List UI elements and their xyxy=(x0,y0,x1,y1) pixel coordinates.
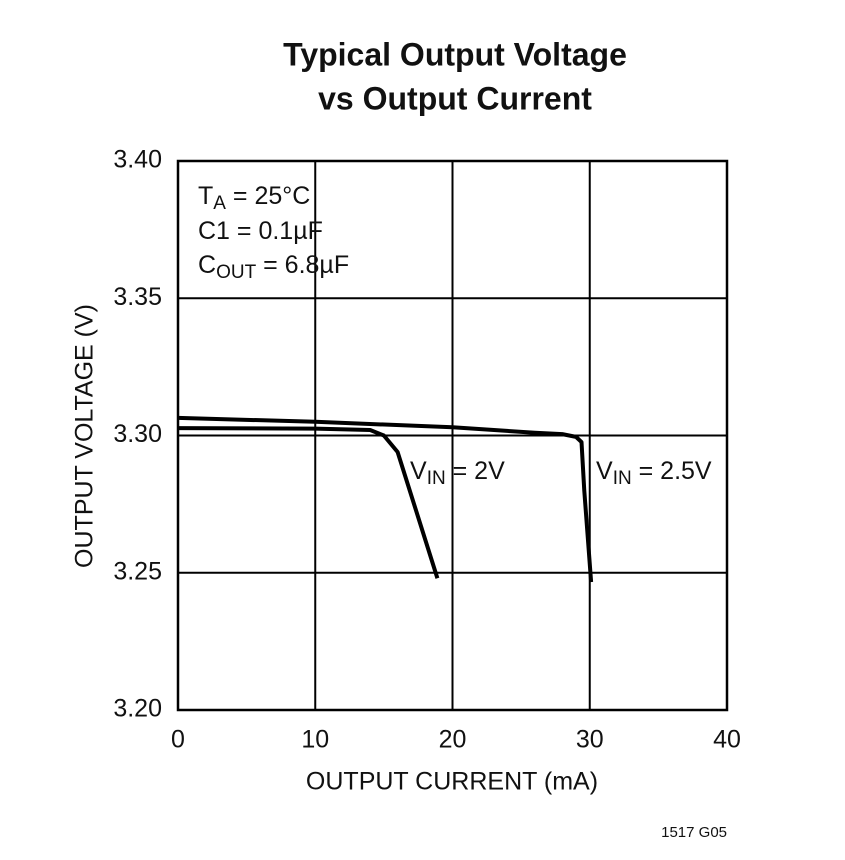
series-label-part: = 2.5V xyxy=(632,457,712,485)
y-tick-label: 3.35 xyxy=(113,283,162,311)
annotation: C1 = 0.1µF xyxy=(198,217,323,245)
footnote: 1517 G05 xyxy=(661,824,727,841)
chart-title: vs Output Current xyxy=(318,80,592,116)
chart-title: Typical Output Voltage xyxy=(283,36,627,72)
y-axis-label: OUTPUT VOLTAGE (V) xyxy=(71,304,99,568)
x-tick-label: 0 xyxy=(171,726,185,754)
y-tick-label: 3.30 xyxy=(113,420,162,448)
annotation-part: T xyxy=(198,182,213,210)
annotation-part: = 25°C xyxy=(226,182,310,210)
series-label: VIN = 2V xyxy=(410,457,505,489)
y-tick-label: 3.40 xyxy=(113,146,162,174)
annotation-part: = 6.8µF xyxy=(256,251,349,279)
series-label-part: V xyxy=(410,457,427,485)
x-axis-label: OUTPUT CURRENT (mA) xyxy=(306,768,598,796)
series-label-part: IN xyxy=(613,468,632,489)
x-tick-label: 30 xyxy=(576,726,604,754)
annotation: TA = 25°C xyxy=(198,182,310,214)
x-tick-label: 10 xyxy=(301,726,329,754)
y-tick-label: 3.20 xyxy=(113,695,162,723)
y-tick-label: 3.25 xyxy=(113,557,162,585)
annotation-part: C xyxy=(198,251,216,279)
annotation: COUT = 6.8µF xyxy=(198,251,349,283)
plot-frame xyxy=(176,159,729,712)
series-label-part: = 2V xyxy=(446,457,505,485)
data-line xyxy=(177,426,440,579)
series-label: VIN = 2.5V xyxy=(596,457,712,489)
data-line xyxy=(177,415,594,583)
annotation-part: C1 = 0.1µF xyxy=(198,217,323,245)
annotation-part: A xyxy=(213,193,226,214)
series-label-part: IN xyxy=(427,468,446,489)
x-tick-label: 40 xyxy=(713,726,741,754)
x-tick-label: 20 xyxy=(439,726,467,754)
annotation-part: OUT xyxy=(216,262,257,283)
series-label-part: V xyxy=(596,457,613,485)
